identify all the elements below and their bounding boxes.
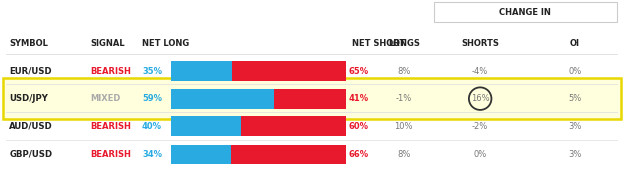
Bar [231,145,346,164]
Bar [241,116,346,136]
Text: SHORTS: SHORTS [461,40,499,48]
Text: -2%: -2% [472,122,489,131]
Bar [172,145,231,164]
Bar [274,89,346,108]
Bar [434,2,617,22]
Text: AUD/USD: AUD/USD [9,122,53,131]
Text: 60%: 60% [349,122,369,131]
Text: EUR/USD: EUR/USD [9,67,52,76]
Text: SIGNAL: SIGNAL [90,40,125,48]
Text: CHANGE IN: CHANGE IN [499,8,552,17]
Text: MIXED: MIXED [90,94,121,103]
Text: 3%: 3% [568,122,582,131]
Text: 59%: 59% [142,94,162,103]
Bar [232,61,346,81]
Text: NET LONG: NET LONG [142,40,189,48]
Text: BEARISH: BEARISH [90,122,132,131]
Text: USD/JPY: USD/JPY [9,94,48,103]
Text: SYMBOL: SYMBOL [9,40,48,48]
Text: OI: OI [570,40,580,48]
Bar [172,61,232,81]
Text: BEARISH: BEARISH [90,150,132,159]
Text: 5%: 5% [568,94,582,103]
Text: 0%: 0% [474,150,487,159]
Text: 3%: 3% [568,150,582,159]
Text: GBP/USD: GBP/USD [9,150,52,159]
Text: 8%: 8% [397,67,411,76]
Text: -4%: -4% [472,67,489,76]
Text: 34%: 34% [142,150,162,159]
Text: 35%: 35% [142,67,162,76]
Bar [172,116,241,136]
Bar [3,78,621,119]
Text: BEARISH: BEARISH [90,67,132,76]
Text: NET SHORT: NET SHORT [352,40,405,48]
Bar [172,89,274,108]
Text: -1%: -1% [396,94,412,103]
Text: 41%: 41% [349,94,369,103]
Text: 10%: 10% [394,122,413,131]
Text: LONGS: LONGS [388,40,420,48]
Text: 66%: 66% [349,150,369,159]
Text: 16%: 16% [471,94,489,103]
Text: 0%: 0% [568,67,582,76]
Text: 65%: 65% [349,67,369,76]
Text: 40%: 40% [142,122,162,131]
Text: 8%: 8% [397,150,411,159]
